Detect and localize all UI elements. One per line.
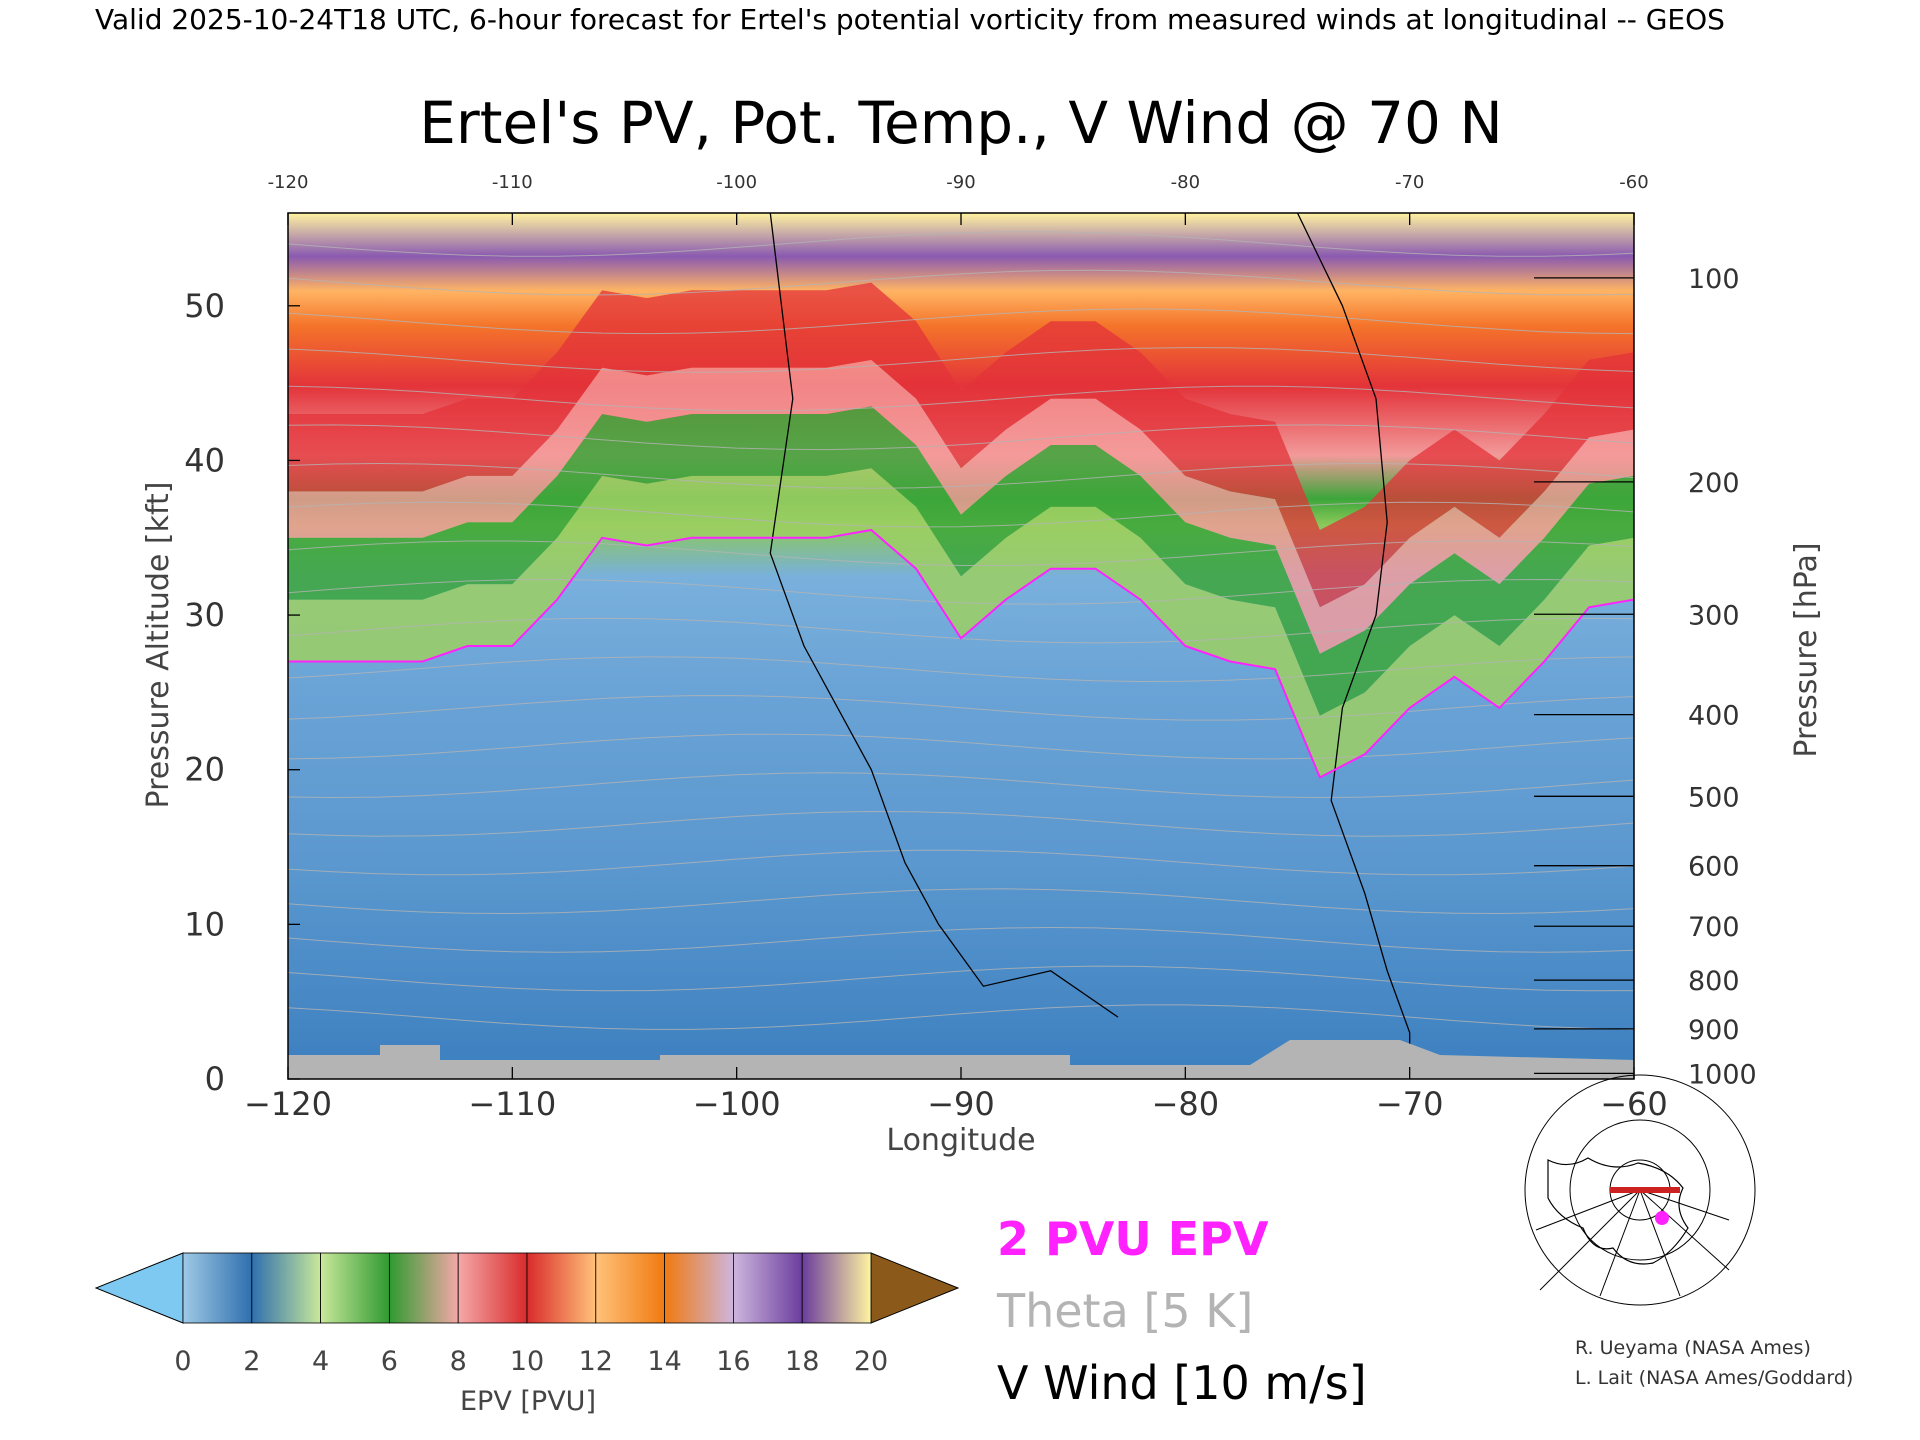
colorbar-segment bbox=[320, 1252, 390, 1324]
theta-contour bbox=[288, 231, 1634, 257]
theta-contour bbox=[288, 269, 1634, 296]
colorbar-tick-label: 6 bbox=[381, 1346, 398, 1377]
x-tick-label: −60 bbox=[1600, 1085, 1668, 1123]
y-right-tick-label: 300 bbox=[1688, 600, 1740, 631]
x-top-tick-label: -100 bbox=[716, 172, 757, 193]
colorbar-tick-label: 4 bbox=[312, 1346, 329, 1377]
x-tick-label: −110 bbox=[468, 1085, 556, 1123]
y-right-tick-label: 800 bbox=[1688, 966, 1740, 997]
colorbar-tick-label: 2 bbox=[243, 1346, 260, 1377]
location-marker bbox=[1655, 1211, 1669, 1225]
colorbar-tick-label: 14 bbox=[647, 1346, 681, 1377]
colorbar-label: EPV [PVU] bbox=[460, 1386, 596, 1417]
header-text: Valid 2025-10-24T18 UTC, 6-hour forecast… bbox=[95, 3, 1725, 36]
x-tick-label: −100 bbox=[693, 1085, 781, 1123]
y-tick-label: 50 bbox=[184, 287, 225, 325]
colorbar-segment bbox=[595, 1252, 665, 1324]
colorbar-under-arrow bbox=[94, 1252, 184, 1324]
pv-2pvu-contour bbox=[288, 528, 1634, 779]
legend-theta: Theta [5 K] bbox=[996, 1284, 1253, 1338]
theta-contour bbox=[288, 540, 1634, 566]
legend-pv: 2 PVU EPV bbox=[997, 1212, 1269, 1266]
theta-contour bbox=[288, 772, 1634, 799]
colorbar-tick-label: 10 bbox=[510, 1346, 544, 1377]
theta-contour bbox=[288, 695, 1634, 721]
colorbar-tick-label: 12 bbox=[579, 1346, 613, 1377]
y-tick-label: 30 bbox=[184, 596, 225, 634]
colorbar-segment bbox=[526, 1252, 597, 1324]
theta-contour bbox=[288, 888, 1634, 915]
theta-contour bbox=[288, 308, 1634, 335]
colorbar-tick-label: 8 bbox=[450, 1346, 467, 1377]
theta-contour bbox=[288, 926, 1634, 953]
y-right-tick-label: 1000 bbox=[1688, 1059, 1757, 1090]
colorbar-over-arrow bbox=[870, 1252, 960, 1324]
colorbar-tick-label: 0 bbox=[174, 1346, 191, 1377]
y-right-tick-label: 600 bbox=[1688, 852, 1740, 883]
x-top-tick-label: -90 bbox=[946, 172, 975, 193]
colorbar-segment bbox=[182, 1252, 253, 1324]
x-tick-label: −80 bbox=[1152, 1085, 1220, 1123]
theta-contour bbox=[288, 849, 1634, 876]
colorbar-segment bbox=[664, 1252, 734, 1324]
theta-contour bbox=[288, 1004, 1634, 1030]
y-axis-left-label: Pressure Altitude [kft] bbox=[141, 482, 176, 809]
y-tick-label: 40 bbox=[184, 441, 225, 479]
colorbar-segment bbox=[251, 1252, 322, 1324]
theta-contour bbox=[288, 733, 1634, 760]
y-tick-label: 20 bbox=[184, 751, 225, 789]
x-tick-label: −90 bbox=[927, 1085, 995, 1123]
theta-contour bbox=[288, 501, 1634, 528]
y-right-tick-label: 700 bbox=[1688, 912, 1740, 943]
vwind-zero-contour bbox=[769, 213, 1119, 1018]
theta-contour bbox=[288, 578, 1634, 605]
colorbar-segment bbox=[457, 1252, 528, 1324]
x-axis-label: Longitude bbox=[886, 1123, 1035, 1158]
y-axis-right-label: Pressure [hPa] bbox=[1789, 542, 1824, 757]
chart-title: Ertel's PV, Pot. Temp., V Wind @ 70 N bbox=[419, 89, 1502, 157]
y-right-tick-label: 900 bbox=[1688, 1015, 1740, 1046]
x-top-tick-label: -70 bbox=[1395, 172, 1424, 193]
vwind-zero-contour-east bbox=[1296, 213, 1411, 1079]
colorbar-tick-label: 16 bbox=[716, 1346, 750, 1377]
colorbar-tick-label: 18 bbox=[785, 1346, 819, 1377]
theta-contour bbox=[288, 810, 1634, 837]
x-top-tick-label: -110 bbox=[492, 172, 533, 193]
terrain-mask bbox=[288, 1040, 1634, 1079]
theta-contour bbox=[288, 424, 1634, 451]
y-tick-label: 0 bbox=[205, 1060, 225, 1098]
theta-contour bbox=[288, 462, 1634, 489]
credit-1: R. Ueyama (NASA Ames) bbox=[1575, 1337, 1811, 1359]
x-tick-label: −70 bbox=[1376, 1085, 1444, 1123]
colorbar-segment bbox=[388, 1252, 459, 1324]
pv-band-1 bbox=[288, 406, 1634, 716]
colorbar-segment bbox=[801, 1252, 872, 1324]
pv-band-0 bbox=[288, 468, 1634, 778]
locator-map bbox=[1524, 1074, 1756, 1306]
x-top-tick-label: -60 bbox=[1619, 172, 1648, 193]
pv-band-2 bbox=[288, 359, 1634, 654]
y-right-tick-label: 100 bbox=[1688, 264, 1740, 295]
colorbar-tick-label: 20 bbox=[854, 1346, 888, 1377]
y-right-tick-label: 400 bbox=[1688, 701, 1740, 732]
theta-contour bbox=[288, 385, 1634, 412]
colorbar-segment bbox=[733, 1252, 803, 1324]
x-top-tick-label: -120 bbox=[268, 172, 309, 193]
theta-contour bbox=[288, 347, 1634, 373]
x-top-tick-label: -80 bbox=[1171, 172, 1200, 193]
legend-wind: V Wind [10 m/s] bbox=[997, 1356, 1367, 1410]
y-right-tick-label: 500 bbox=[1688, 782, 1740, 813]
credit-2: L. Lait (NASA Ames/Goddard) bbox=[1575, 1367, 1853, 1389]
y-right-tick-label: 200 bbox=[1688, 468, 1740, 499]
theta-contour bbox=[288, 965, 1634, 992]
x-tick-label: −120 bbox=[244, 1085, 332, 1123]
y-tick-label: 10 bbox=[184, 905, 225, 943]
plot-area bbox=[288, 213, 1634, 1079]
theta-contour bbox=[288, 656, 1634, 683]
